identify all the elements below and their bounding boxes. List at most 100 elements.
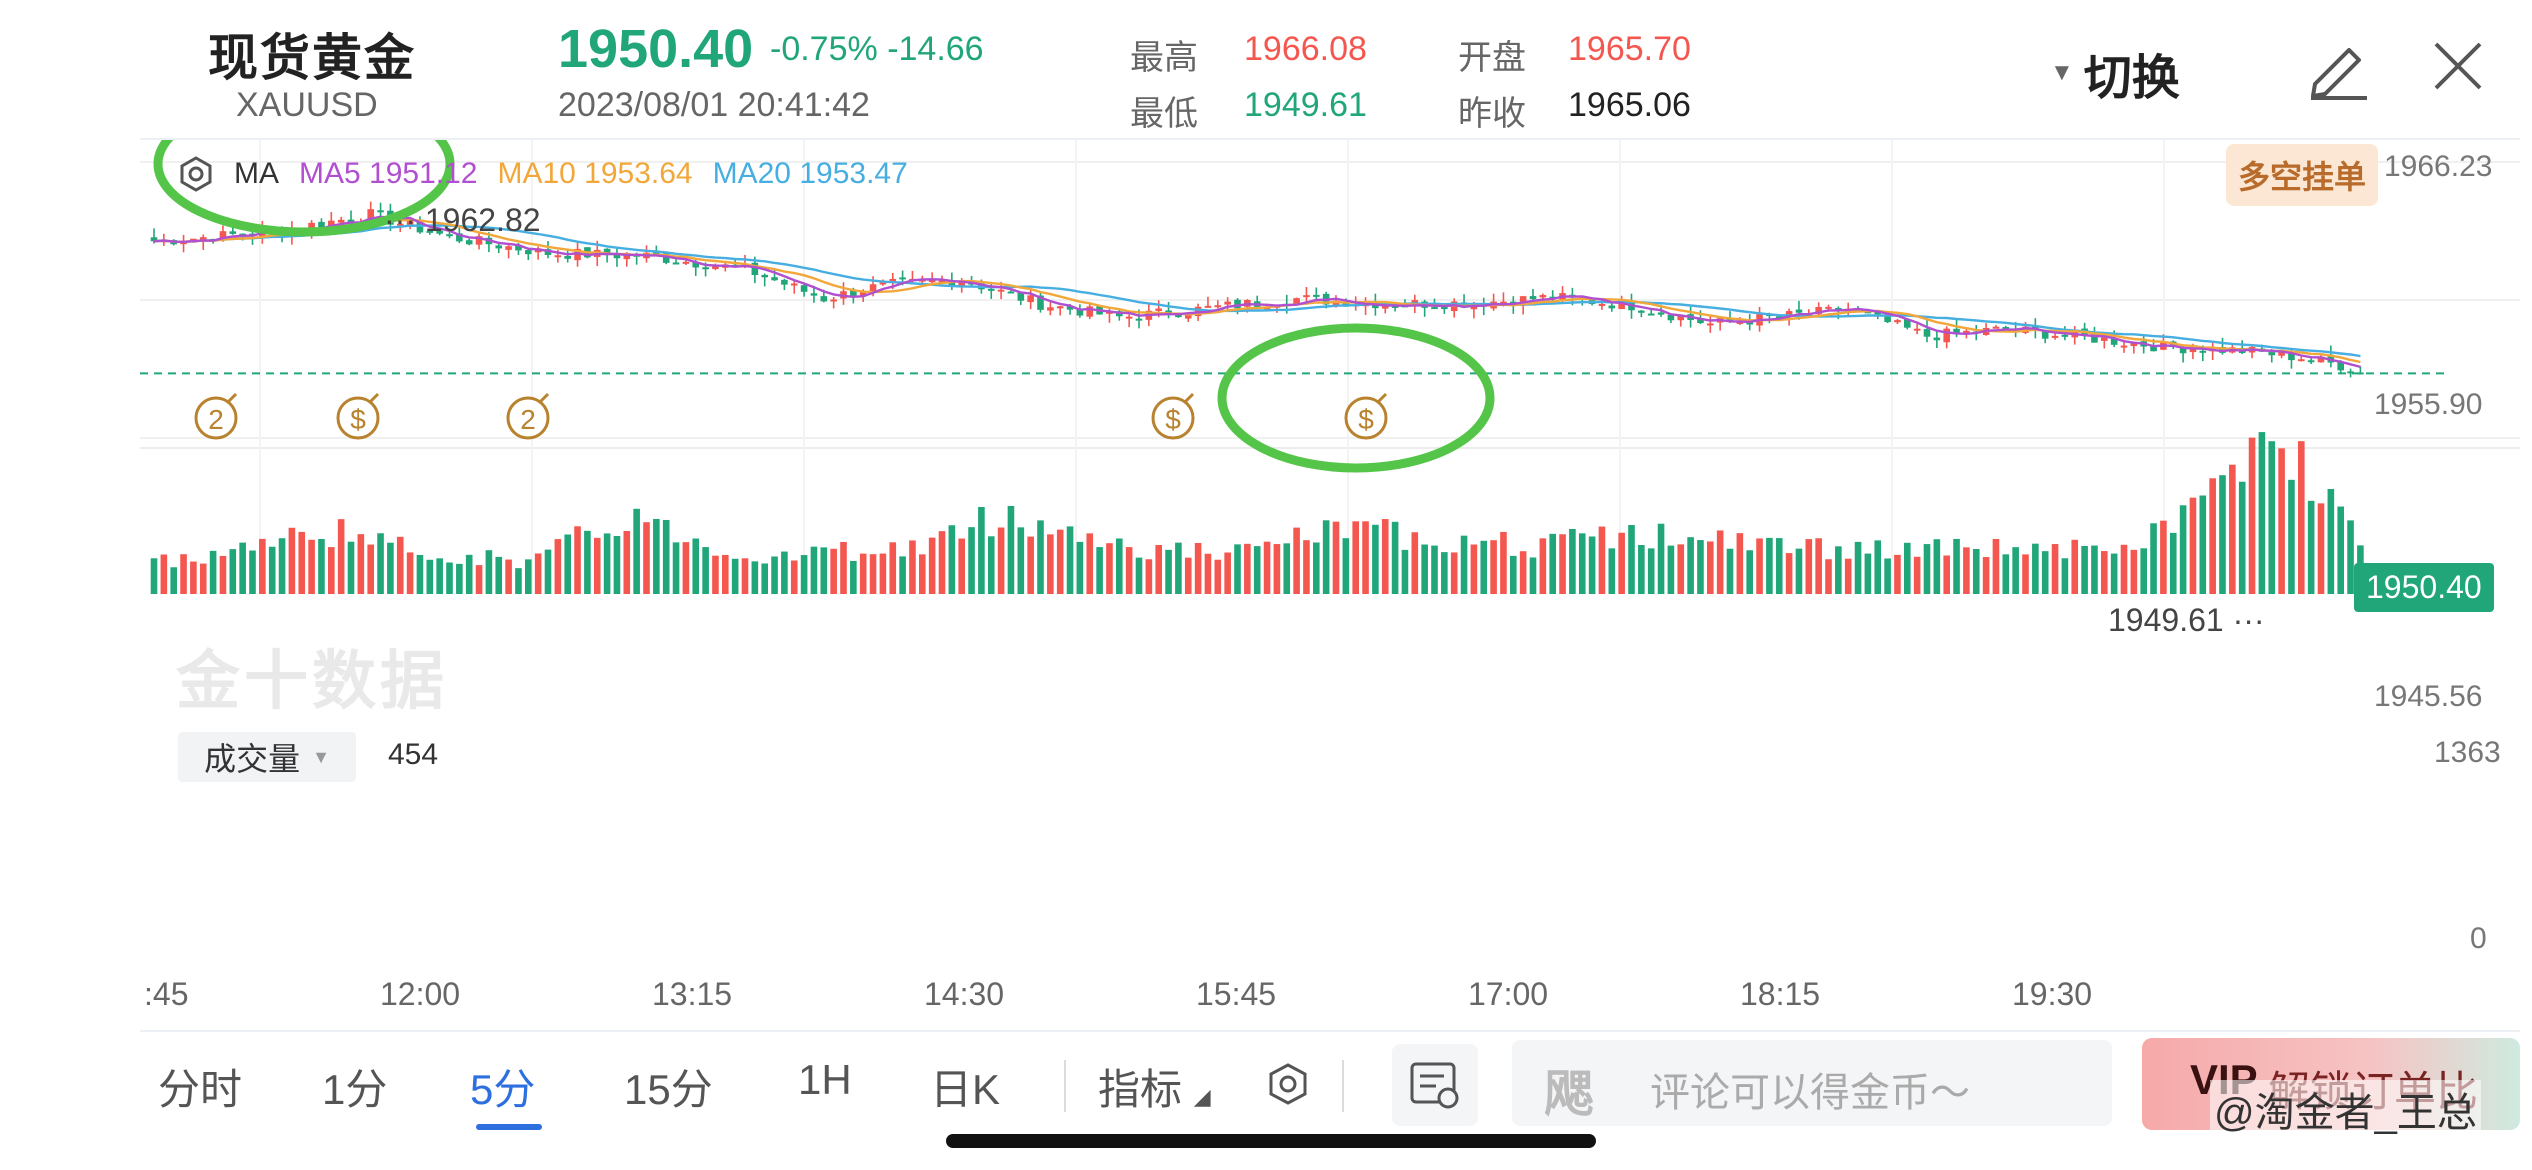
candle-body bbox=[1224, 301, 1231, 305]
candle-body bbox=[1431, 307, 1438, 310]
volume-bar bbox=[2061, 558, 2069, 594]
volume-bar bbox=[672, 542, 680, 594]
volume-bar bbox=[387, 542, 394, 594]
volume-bar bbox=[2179, 505, 2187, 594]
volume-bar bbox=[1785, 553, 1793, 594]
volume-bar bbox=[475, 565, 483, 594]
tab-5min[interactable]: 5分 bbox=[470, 1066, 536, 1113]
x-tick-label: 17:00 bbox=[1468, 976, 1549, 1012]
candle-body bbox=[1884, 315, 1891, 323]
volume-bar bbox=[1411, 532, 1419, 594]
x-tick-label: 18:15 bbox=[1740, 976, 1821, 1012]
candle-body bbox=[1076, 309, 1084, 316]
volume-bar bbox=[850, 560, 857, 594]
volume-bar bbox=[662, 519, 670, 594]
tab-15min[interactable]: 15分 bbox=[624, 1066, 713, 1113]
switch-button[interactable]: ▼ 切换 bbox=[2050, 38, 2180, 108]
volume-selector[interactable]: 成交量 ▼ bbox=[178, 732, 356, 782]
candle-body bbox=[367, 209, 374, 223]
volume-bar bbox=[1953, 538, 1960, 594]
volume-bar bbox=[1775, 538, 1783, 594]
volume-bar bbox=[731, 558, 739, 594]
candle-body bbox=[958, 282, 965, 287]
volume-bar bbox=[1401, 549, 1409, 594]
candle-body bbox=[1234, 299, 1241, 309]
instrument-name: 现货黄金 bbox=[208, 30, 416, 86]
volume-bar bbox=[1687, 537, 1694, 594]
tab-1h[interactable]: 1H bbox=[798, 1056, 852, 1103]
candle-body bbox=[426, 230, 434, 233]
volume-bar bbox=[2337, 506, 2344, 594]
close-icon[interactable] bbox=[2430, 38, 2486, 94]
volume-bar bbox=[1391, 521, 1399, 594]
candle-body bbox=[1638, 310, 1645, 313]
candle-body bbox=[1904, 319, 1911, 328]
volume-bar bbox=[1007, 505, 1015, 594]
volume-max-label: 1363 bbox=[2434, 736, 2501, 769]
volume-bar bbox=[1155, 544, 1162, 594]
volume-bar bbox=[574, 526, 581, 594]
event-marker-icon bbox=[194, 396, 238, 440]
edit-icon[interactable] bbox=[2305, 38, 2373, 100]
caret-down-icon: ▼ bbox=[312, 746, 330, 767]
volume-bar bbox=[1017, 527, 1025, 594]
volume-bar bbox=[2130, 549, 2138, 594]
volume-bar bbox=[2012, 547, 2019, 594]
volume-bar bbox=[456, 563, 463, 594]
candle-body bbox=[800, 285, 808, 292]
kline-svg[interactable]: 2 $2 $ $ bbox=[140, 140, 2520, 1030]
candle-body bbox=[751, 262, 759, 275]
candle-body bbox=[2150, 345, 2157, 352]
volume-bar bbox=[1244, 543, 1251, 594]
candle-body bbox=[465, 240, 473, 245]
divider bbox=[1064, 1060, 1066, 1112]
candle-body bbox=[436, 230, 443, 234]
volume-bar bbox=[2051, 544, 2059, 594]
comment-input[interactable] bbox=[1512, 1040, 2112, 1126]
candle-body bbox=[2307, 360, 2315, 363]
volume-bar bbox=[1322, 520, 1330, 594]
volume-bar bbox=[1381, 519, 1389, 594]
candle-body bbox=[613, 254, 621, 259]
volume-bar bbox=[909, 540, 916, 594]
candle-body bbox=[1923, 329, 1931, 337]
volume-bar bbox=[1894, 554, 1901, 594]
notes-button[interactable] bbox=[1392, 1044, 1478, 1126]
event-marker-icon bbox=[336, 396, 380, 440]
tab-1min[interactable]: 1分 bbox=[322, 1066, 388, 1113]
tab-timeshare[interactable]: 分时 bbox=[158, 1066, 243, 1113]
candle-body bbox=[1598, 303, 1606, 306]
event-marker-tail bbox=[368, 392, 380, 404]
candle-body bbox=[446, 234, 453, 237]
volume-bar bbox=[1972, 548, 1980, 594]
candle-body bbox=[337, 219, 345, 223]
volume-bar bbox=[938, 531, 946, 594]
volume-bar bbox=[505, 559, 512, 594]
candle-body bbox=[761, 274, 768, 278]
candle-body bbox=[2120, 345, 2128, 348]
event-marker-label: $ bbox=[350, 404, 366, 435]
volume-bar bbox=[692, 538, 700, 594]
price-change: -0.75% -14.66 bbox=[770, 30, 984, 69]
kline-chart[interactable]: 2 $2 $ $ bbox=[140, 138, 2520, 1032]
volume-bar bbox=[2268, 441, 2276, 594]
candle-body bbox=[781, 279, 788, 285]
volume-bar bbox=[1815, 538, 1822, 594]
settings-hexagon-icon[interactable] bbox=[1266, 1062, 1310, 1106]
volume-bar bbox=[1943, 555, 1950, 594]
caret-down-icon: ▼ bbox=[2050, 59, 2074, 86]
candle-body bbox=[1874, 311, 1882, 315]
indicator-button[interactable]: 指标 ◢ bbox=[1098, 1056, 1211, 1117]
candle-body bbox=[712, 266, 719, 270]
settings-gear-icon[interactable] bbox=[178, 156, 214, 192]
candle-body bbox=[1943, 328, 1950, 343]
tab-daily-k[interactable]: 日K bbox=[930, 1066, 1001, 1113]
long-short-orders-button[interactable]: 多空挂单 bbox=[2226, 144, 2379, 206]
candle-body bbox=[1381, 305, 1389, 309]
volume-min-label: 0 bbox=[2470, 922, 2487, 955]
volume-bar bbox=[1303, 540, 1310, 594]
volume-bar bbox=[1096, 547, 1103, 594]
volume-bar bbox=[2229, 464, 2236, 594]
volume-bar bbox=[190, 561, 197, 594]
home-indicator[interactable] bbox=[946, 1134, 1596, 1148]
